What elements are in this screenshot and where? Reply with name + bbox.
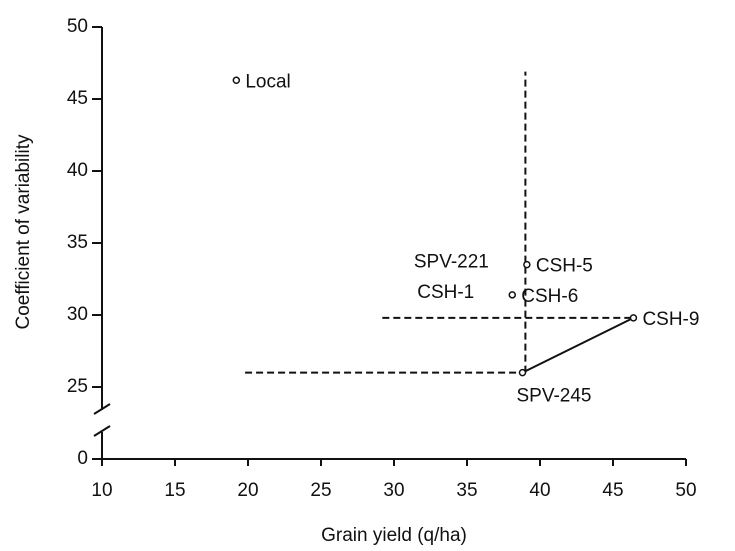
y-tick-label: 0 xyxy=(77,448,88,469)
x-tick-label: 10 xyxy=(91,480,112,501)
point-label: CSH-9 xyxy=(642,309,699,330)
reference-line xyxy=(522,316,634,374)
point-label: SPV-221 xyxy=(414,252,489,273)
x-tick-label: 25 xyxy=(310,480,331,501)
y-tick-label: 45 xyxy=(67,88,88,109)
point-label: CSH-1 xyxy=(417,282,474,303)
y-tick-label: 40 xyxy=(67,160,88,181)
axis-break xyxy=(93,403,111,415)
x-tick-label: 40 xyxy=(529,480,550,501)
y-tick-label: 50 xyxy=(67,16,88,37)
point xyxy=(232,76,241,85)
y-tick-label: 35 xyxy=(67,232,88,253)
point xyxy=(523,260,531,269)
y-axis-label: Coefficient of variability xyxy=(13,134,34,330)
y-tick-label: 30 xyxy=(67,304,88,325)
x-tick-label: 30 xyxy=(383,480,404,501)
y-tick-label: 25 xyxy=(67,376,88,397)
axis-break xyxy=(93,425,111,437)
point xyxy=(518,368,527,377)
point xyxy=(508,291,517,299)
x-tick-label: 35 xyxy=(456,480,477,501)
point-label: CSH-5 xyxy=(536,256,593,277)
point xyxy=(629,314,638,322)
point-label: CSH-6 xyxy=(521,286,578,307)
point-label: Local xyxy=(245,71,290,92)
x-tick-label: 45 xyxy=(602,480,623,501)
x-axis-label: Grain yield (q/ha) xyxy=(321,525,467,546)
point-label: SPV-245 xyxy=(516,386,591,407)
x-tick-label: 20 xyxy=(237,480,258,501)
x-tick-label: 15 xyxy=(164,480,185,501)
x-tick-label: 50 xyxy=(675,480,696,501)
